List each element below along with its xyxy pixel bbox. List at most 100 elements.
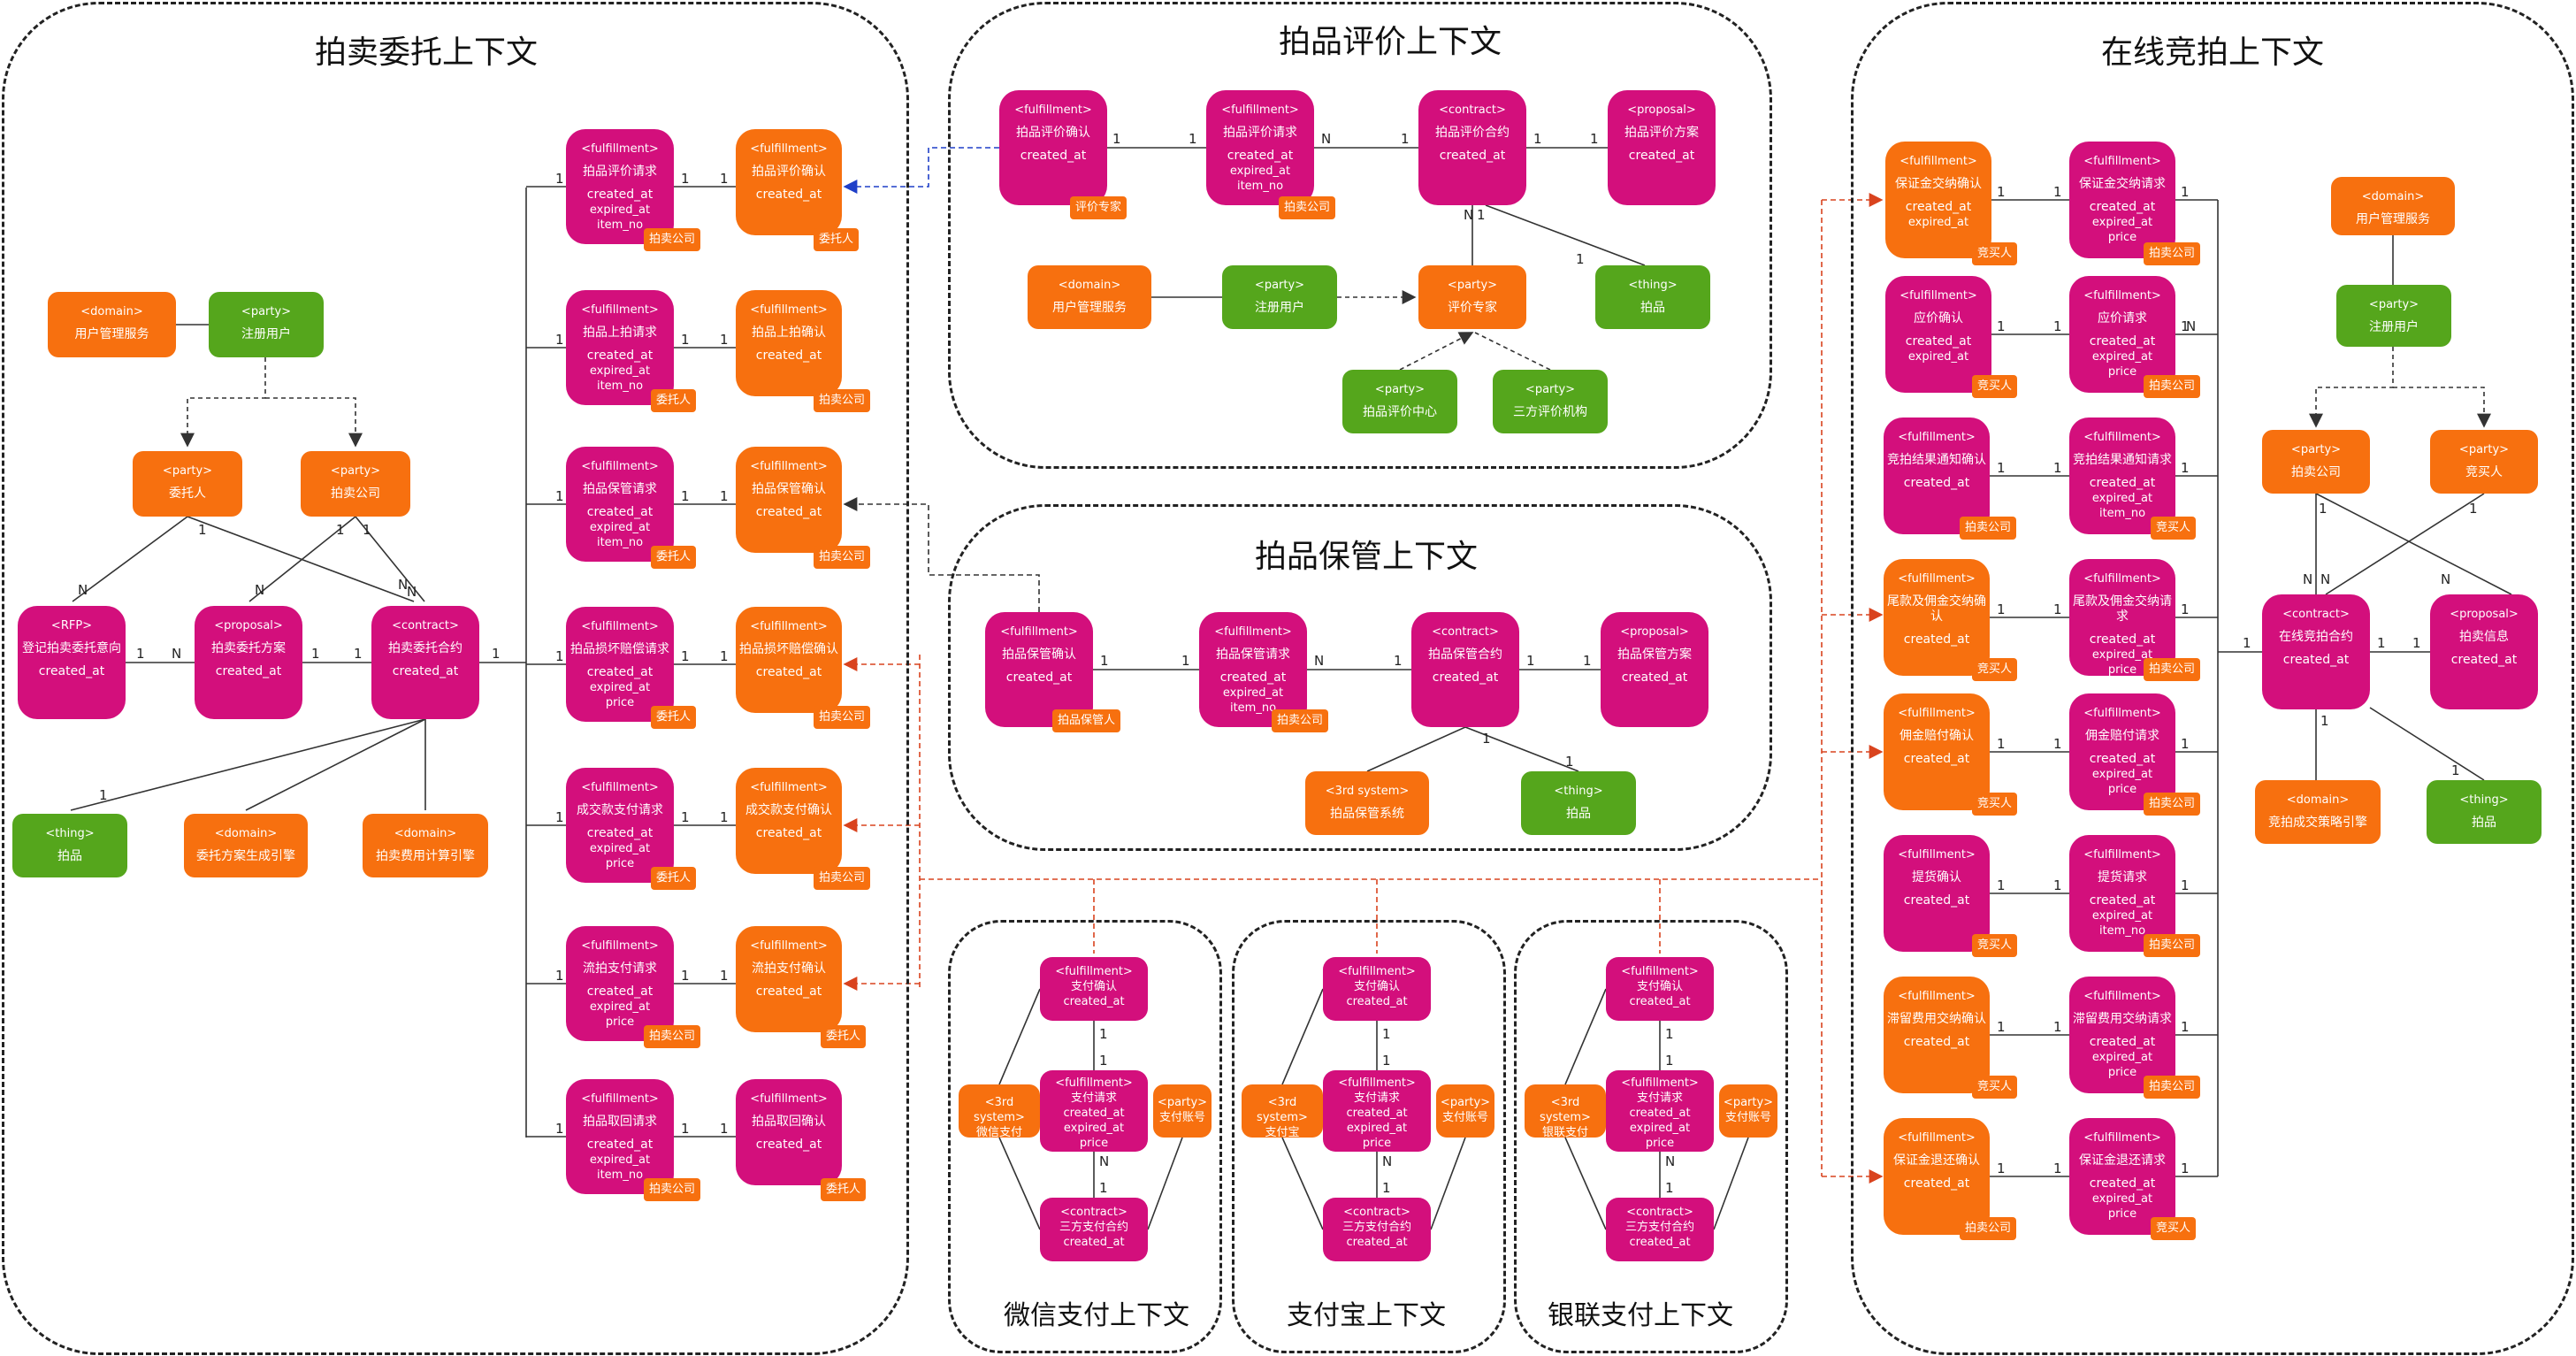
multiplicity-label: 1 bbox=[1112, 131, 1121, 147]
multiplicity-label: 1 bbox=[492, 646, 501, 662]
multiplicity-label: 1 bbox=[2053, 460, 2062, 476]
multiplicity-label: 1 bbox=[681, 171, 690, 187]
multiplicity-label: N bbox=[1665, 1153, 1676, 1169]
result-request-role-tag: 竞买人 bbox=[2151, 517, 2197, 540]
multiplicity-label: 1 bbox=[1997, 184, 2006, 200]
connector-9 bbox=[70, 718, 426, 811]
storage-contract: <contract> 拍品保管合约 created_at bbox=[1411, 612, 1519, 727]
multiplicity-label: 1 bbox=[1382, 1180, 1391, 1196]
storage-item-thing: <thing> 拍品 bbox=[1521, 771, 1636, 835]
context-evaluation-boundary bbox=[948, 2, 1772, 469]
storage-request-node-role-tag: 拍卖公司 bbox=[1272, 709, 1329, 732]
shelf-confirm-role-tag: 拍卖公司 bbox=[814, 389, 871, 412]
evaluation-center-party: <party> 拍品评价中心 bbox=[1342, 370, 1457, 433]
multiplicity-label: 1 bbox=[681, 488, 690, 504]
deal-pay-confirm-role-tag: 拍卖公司 bbox=[814, 867, 871, 890]
multiplicity-label: 1 bbox=[2181, 1019, 2190, 1035]
multiplicity-label: 1 bbox=[99, 787, 108, 803]
connector-59 bbox=[998, 988, 1041, 1085]
auction-plan-engine-domain: <domain> 委托方案生成引擎 bbox=[184, 814, 308, 877]
storage-confirm-node-role-tag: 拍品保管人 bbox=[1052, 709, 1121, 732]
connector-97 bbox=[2369, 707, 2485, 781]
bid-request-role-tag: 拍卖公司 bbox=[2144, 375, 2201, 398]
unsold-pay-confirm-role-tag: 委托人 bbox=[821, 1025, 867, 1048]
multiplicity-label: 1 bbox=[1482, 731, 1491, 747]
retrieve-request-role-tag: 拍卖公司 bbox=[644, 1178, 701, 1201]
unionpay-pay-account-party: <party> 支付账号 bbox=[1719, 1084, 1777, 1138]
multiplicity-label: 1 bbox=[2469, 501, 2478, 517]
connector-64 bbox=[1281, 988, 1324, 1085]
storage-request-fulfillment: <fulfillment> 拍品保管请求 created_at expired_at… bbox=[566, 447, 674, 562]
context-auction-title: 拍卖委托上下文 bbox=[314, 34, 539, 71]
multiplicity-label: 1 bbox=[2181, 736, 2190, 752]
multiplicity-label: 1 bbox=[1665, 1026, 1674, 1042]
multiplicity-label: 1 bbox=[1099, 1180, 1108, 1196]
alipay-pay-account-party: <party> 支付账号 bbox=[1436, 1084, 1494, 1138]
multiplicity-label: N bbox=[407, 584, 417, 600]
overdue-confirm-role-tag: 竞买人 bbox=[1972, 1076, 2018, 1099]
multiplicity-label: 1 bbox=[1394, 653, 1403, 669]
final-confirm-role-tag: 竞买人 bbox=[1972, 658, 2018, 681]
damage-request-fulfillment: <fulfillment> 拍品损坏赔偿请求 created_at expired_… bbox=[566, 607, 674, 722]
result-confirm-role-tag: 拍卖公司 bbox=[1960, 517, 2017, 540]
third-party-evaluator-party: <party> 三方评价机构 bbox=[1493, 370, 1608, 433]
multiplicity-label: 1 bbox=[1565, 754, 1574, 770]
context-auction-boundary bbox=[2, 2, 909, 1355]
multiplicity-label: 1 bbox=[1997, 1019, 2006, 1035]
multiplicity-label: 1 bbox=[354, 646, 363, 662]
commission-request-role-tag: 拍卖公司 bbox=[2144, 793, 2201, 816]
wechat-pay-confirm: <fulfillment> 支付确认 created_at bbox=[1040, 957, 1148, 1021]
wechat-pay-request: <fulfillment> 支付请求 created_at expired_at pri… bbox=[1040, 1070, 1148, 1152]
commission-confirm-role-tag: 竞买人 bbox=[1972, 793, 2018, 816]
multiplicity-label: 1 bbox=[2181, 1161, 2190, 1176]
multiplicity-label: N bbox=[398, 577, 409, 593]
auction-registered-user-party: <party> 注册用户 bbox=[209, 292, 324, 357]
final-request-role-tag: 拍卖公司 bbox=[2144, 658, 2201, 681]
multiplicity-label: 1 bbox=[2053, 184, 2062, 200]
multiplicity-label: N bbox=[2186, 318, 2197, 334]
multiplicity-label: N bbox=[1321, 131, 1332, 147]
context-storage-boundary bbox=[948, 504, 1772, 851]
deposit-confirm-role-tag: 竞买人 bbox=[1972, 242, 2018, 265]
online-user-service-domain: <domain> 用户管理服务 bbox=[2331, 177, 2455, 235]
evaluation-user-service-domain: <domain> 用户管理服务 bbox=[1028, 265, 1151, 329]
multiplicity-label: 1 bbox=[2053, 318, 2062, 334]
multiplicity-label: 1 bbox=[2053, 1161, 2062, 1176]
online-strategy-engine-domain: <domain> 竞拍成交策略引擎 bbox=[2255, 780, 2381, 844]
multiplicity-label: 1 bbox=[720, 1121, 729, 1137]
bid-confirm-fulfillment: <fulfillment> 应价确认 created_at expired_at bbox=[1885, 276, 1991, 393]
connector-60 bbox=[998, 1137, 1041, 1230]
multiplicity-label: 1 bbox=[1099, 1053, 1108, 1069]
deposit-request-fulfillment: <fulfillment> 保证金交纳请求 created_at expired_at… bbox=[2069, 142, 2175, 258]
context-online-boundary bbox=[1851, 2, 2574, 1355]
multiplicity-label: 1 bbox=[555, 968, 564, 984]
evaluation-request-role-tag: 拍卖公司 bbox=[1279, 196, 1336, 219]
storage-request-node: <fulfillment> 拍品保管请求 created_at expired_at… bbox=[1199, 612, 1307, 727]
alipay-3rd-system: <3rd system> 支付宝 bbox=[1242, 1084, 1323, 1139]
multiplicity-label: N bbox=[2320, 571, 2331, 587]
deal-pay-request-role-tag: 委托人 bbox=[651, 867, 697, 890]
evaluation-contract: <contract> 拍品评价合约 created_at bbox=[1418, 90, 1526, 205]
multiplicity-label: 1 bbox=[1997, 877, 2006, 893]
deposit-request-role-tag: 拍卖公司 bbox=[2144, 242, 2201, 265]
multiplicity-label: 1 bbox=[720, 332, 729, 348]
multiplicity-label: 1 bbox=[1181, 653, 1190, 669]
connector-10 bbox=[245, 718, 426, 811]
multiplicity-label: 1 bbox=[681, 968, 690, 984]
damage-request-role-tag: 委托人 bbox=[651, 706, 697, 729]
multiplicity-label: 1 bbox=[2181, 877, 2190, 893]
multiplicity-label: 1 bbox=[1477, 207, 1486, 223]
context-alipay-boundary bbox=[1232, 920, 1506, 1353]
multiplicity-label: 1 bbox=[1533, 131, 1542, 147]
storage-confirm-fulfillment: <fulfillment> 拍品保管确认 created_at bbox=[736, 447, 842, 553]
multiplicity-label: 1 bbox=[1583, 653, 1592, 669]
retrieve-confirm-fulfillment: <fulfillment> 拍品取回确认 created_at bbox=[736, 1079, 842, 1185]
multiplicity-label: 1 bbox=[363, 522, 371, 538]
connector-65 bbox=[1281, 1137, 1324, 1230]
overdue-confirm-fulfillment: <fulfillment> 滞留费用交纳确认 created_at bbox=[1884, 977, 1990, 1093]
context-evaluation-title: 拍品评价上下文 bbox=[1278, 24, 1502, 60]
online-item-thing: <thing> 拍品 bbox=[2427, 780, 2542, 844]
wechat-pay-contract: <contract> 三方支付合约 created_at bbox=[1040, 1198, 1148, 1261]
refund-confirm-role-tag: 拍卖公司 bbox=[1960, 1217, 2017, 1240]
